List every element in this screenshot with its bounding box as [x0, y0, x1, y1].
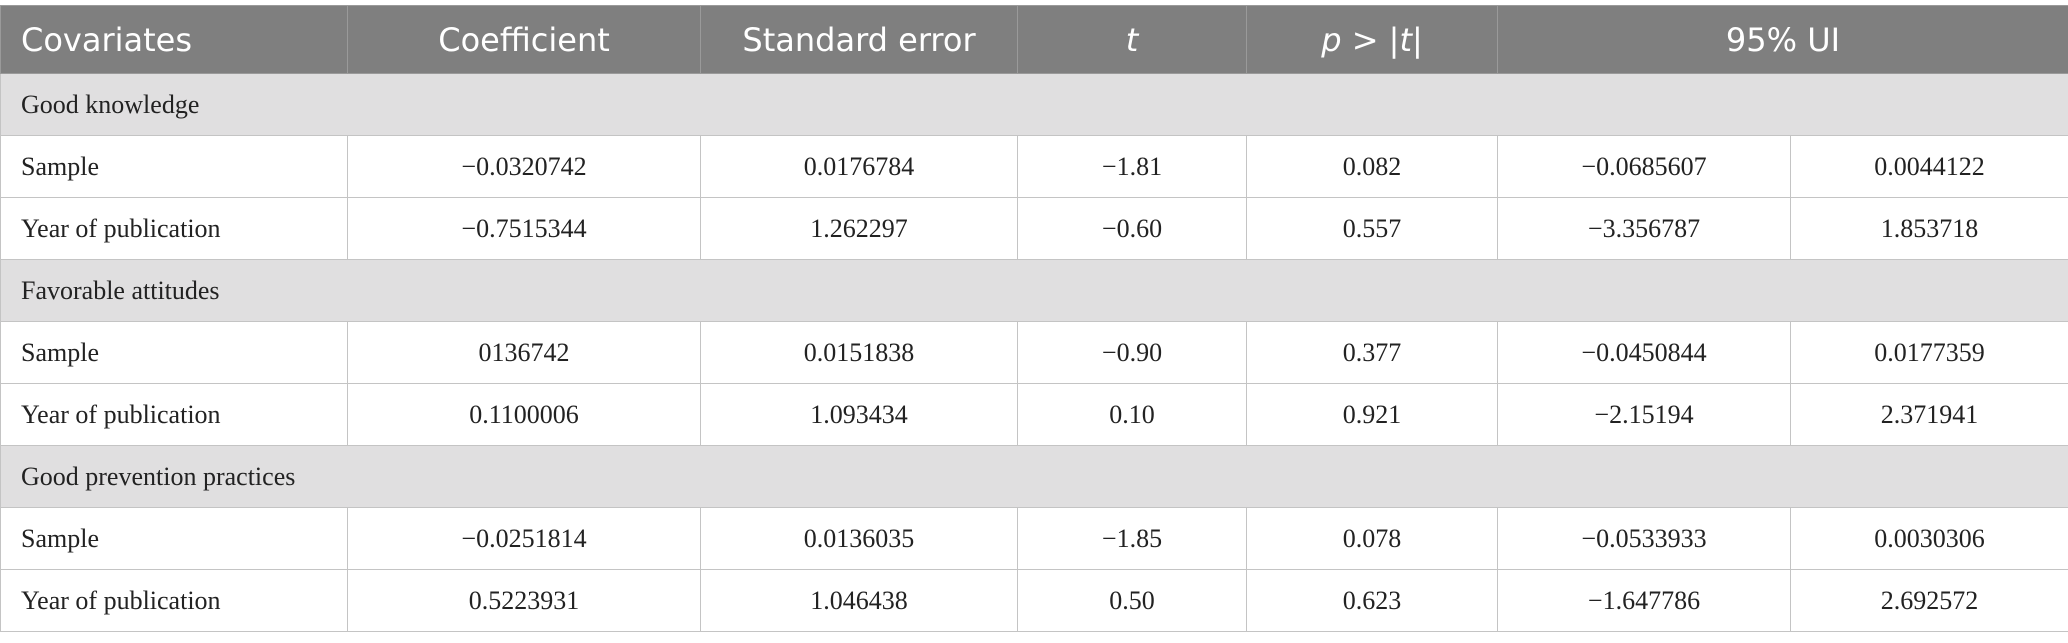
group-row: Good knowledge: [0, 73, 2068, 136]
header-text: p: [1321, 20, 1342, 59]
cell: −0.7515344: [347, 197, 701, 260]
group-label: Good prevention practices: [0, 445, 2068, 508]
cell: Year of publication: [0, 569, 348, 632]
cell: 0.921: [1246, 383, 1498, 446]
cell: −0.90: [1017, 321, 1247, 384]
cell: 0136742: [347, 321, 701, 384]
cell: 0.377: [1246, 321, 1498, 384]
header-cell: Standard error: [700, 5, 1018, 74]
cell: 1.853718: [1790, 197, 2068, 260]
data-row: Sample −0.0251814 0.0136035 −1.85 0.078 −0.05…: [0, 507, 2068, 570]
cell: 0.0177359: [1790, 321, 2068, 384]
group-row: Good prevention practices: [0, 445, 2068, 508]
cell: 0.50: [1017, 569, 1247, 632]
cell: −0.0450844: [1497, 321, 1791, 384]
cell: 0.0151838: [700, 321, 1018, 384]
cell: −0.0533933: [1497, 507, 1791, 570]
cell: 0.0044122: [1790, 135, 2068, 198]
header-cell: Coefficient: [347, 5, 701, 74]
cell: 1.262297: [700, 197, 1018, 260]
cell: 0.078: [1246, 507, 1498, 570]
cell: 0.082: [1246, 135, 1498, 198]
header-cell: p > |t|: [1246, 5, 1498, 74]
cell: 0.0030306: [1790, 507, 2068, 570]
header-cell: 95% UI: [1497, 5, 2068, 74]
data-row: Year of publication 0.5223931 1.046438 0.50…: [0, 569, 2068, 632]
cell: −1.85: [1017, 507, 1247, 570]
cell: 2.692572: [1790, 569, 2068, 632]
group-row: Favorable attitudes: [0, 259, 2068, 322]
data-row: Year of publication 0.1100006 1.093434 0.10…: [0, 383, 2068, 446]
cell: Sample: [0, 507, 348, 570]
cell: Year of publication: [0, 197, 348, 260]
data-row: Sample −0.0320742 0.0176784 −1.81 0.082 −0.06…: [0, 135, 2068, 198]
page: Covariates Coefficient Standard error t p > …: [0, 5, 2068, 643]
header-cell: Covariates: [0, 5, 348, 74]
cell: −0.60: [1017, 197, 1247, 260]
cell: Sample: [0, 321, 348, 384]
data-row: Sample 0136742 0.0151838 −0.90 0.377 −0.04508…: [0, 321, 2068, 384]
cell: 0.1100006: [347, 383, 701, 446]
regression-table: Covariates Coefficient Standard error t p > …: [0, 5, 2068, 632]
group-label: Favorable attitudes: [0, 259, 2068, 322]
table-body: Good knowledge Sample −0.0320742 0.0176784−…: [0, 73, 2068, 632]
cell: −0.0685607: [1497, 135, 1791, 198]
cell: 1.093434: [700, 383, 1018, 446]
cell: 1.046438: [700, 569, 1018, 632]
group-label: Good knowledge: [0, 73, 2068, 136]
cell: 2.371941: [1790, 383, 2068, 446]
cell: −1.647786: [1497, 569, 1791, 632]
data-row: Year of publication −0.7515344 1.262297 −0.…: [0, 197, 2068, 260]
header-text: |: [1412, 20, 1423, 59]
header-row: Covariates Coefficient Standard error t p > …: [0, 5, 2068, 74]
header-text: t: [1125, 20, 1139, 59]
cell: −3.356787: [1497, 197, 1791, 260]
cell: 0.0176784: [700, 135, 1018, 198]
header-text: t: [1399, 20, 1412, 59]
cell: Year of publication: [0, 383, 348, 446]
cell: 0.0136035: [700, 507, 1018, 570]
cell: −0.0320742: [347, 135, 701, 198]
cell: Sample: [0, 135, 348, 198]
cell: 0.5223931: [347, 569, 701, 632]
cell: −0.0251814: [347, 507, 701, 570]
header-cell: t: [1017, 5, 1247, 74]
cell: 0.557: [1246, 197, 1498, 260]
header-text: > |: [1341, 20, 1400, 59]
cell: −2.15194: [1497, 383, 1791, 446]
cell: 0.10: [1017, 383, 1247, 446]
cell: −1.81: [1017, 135, 1247, 198]
cell: 0.623: [1246, 569, 1498, 632]
